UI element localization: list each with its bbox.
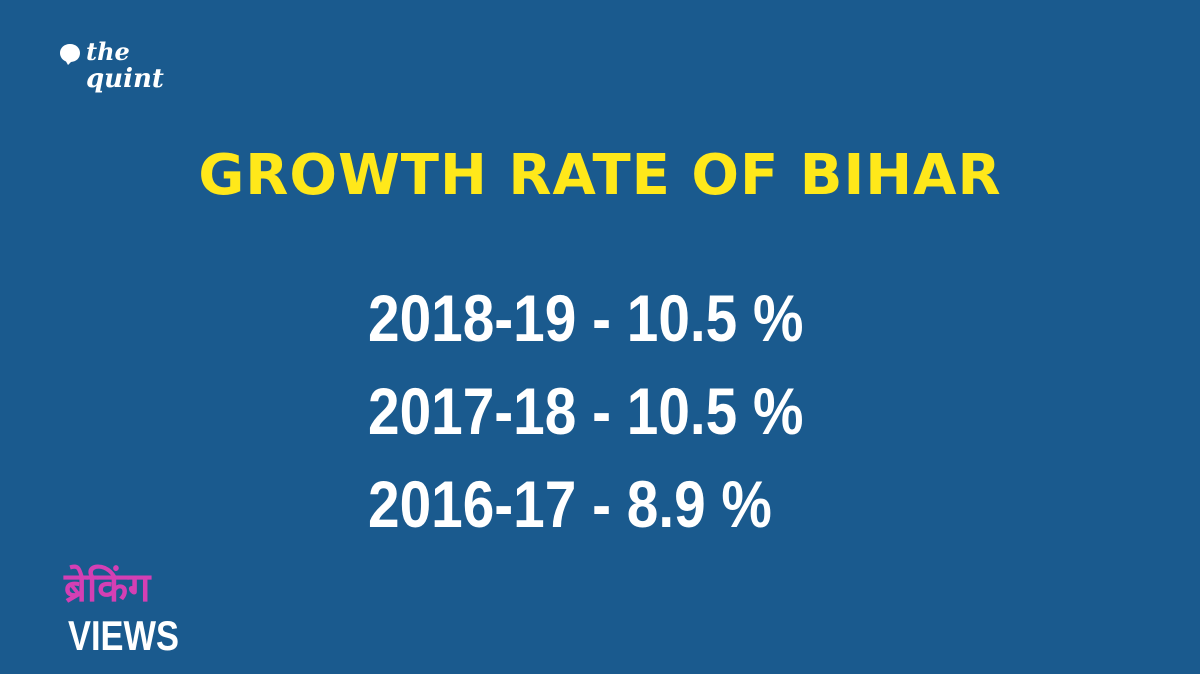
growth-rate-list: 2018-19 - 10.5 % 2017-18 - 10.5 % 2016-1…	[368, 272, 874, 551]
speech-bubble-icon	[60, 44, 80, 65]
breaking-label-hindi: ब्रेकिंग	[64, 565, 151, 611]
growth-rate-2018-19: 2018-19 - 10.5 %	[368, 281, 804, 355]
growth-rate-2016-17: 2016-17 - 8.9 %	[368, 467, 772, 541]
logo-word-the: the	[86, 37, 130, 66]
views-label: VIEWS	[68, 612, 179, 659]
growth-rate-2017-18: 2017-18 - 10.5 %	[368, 374, 804, 448]
the-quint-logo: the quint	[58, 38, 168, 100]
logo-word-quint: quint	[86, 64, 164, 94]
breaking-views-badge: ब्रेकिंग VIEWS	[64, 560, 204, 660]
page-title: GROWTH RATE OF BIHAR	[198, 143, 1002, 208]
